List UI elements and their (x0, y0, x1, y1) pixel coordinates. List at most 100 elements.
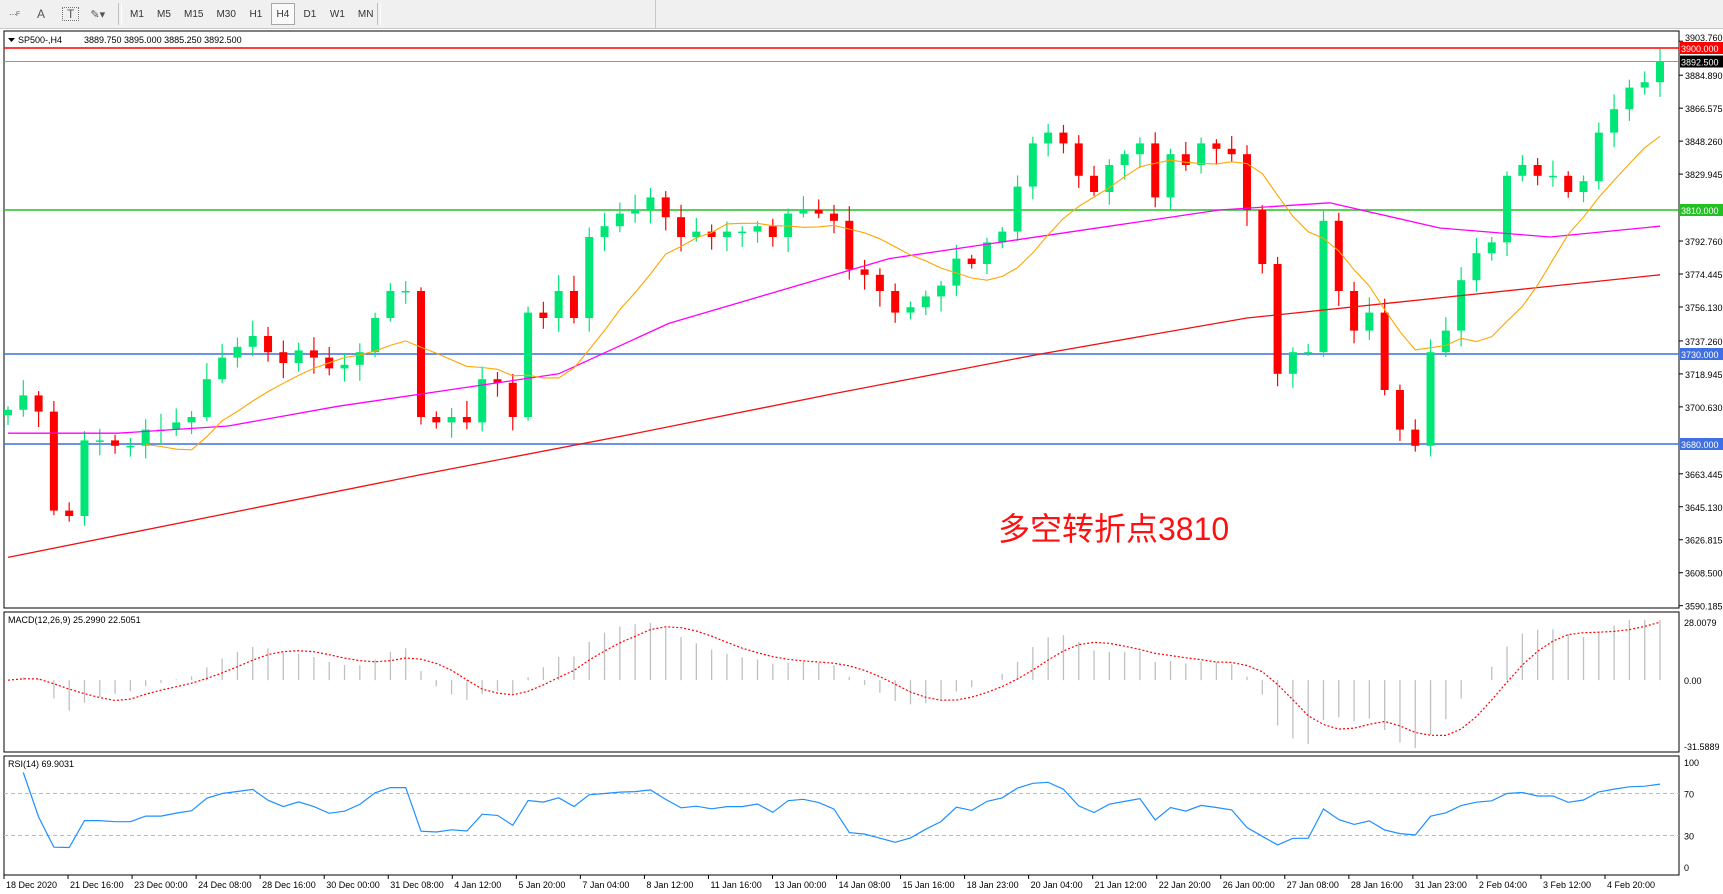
candle-body (585, 237, 594, 318)
candle (1151, 132, 1160, 208)
candle-body (493, 379, 502, 383)
text-label-icon[interactable]: T (62, 7, 80, 21)
toolbar: ⋯ F A T ✎ ▾ M1 M5 M15 M30 H1 H4 D1 W1 MN (0, 0, 1723, 29)
candle-body (830, 213, 838, 221)
candle (1074, 135, 1083, 188)
timeframe-h1[interactable]: H1 (249, 8, 263, 20)
candle (1487, 236, 1496, 261)
candle-body (1105, 165, 1114, 192)
time-axis-label: 22 Jan 20:00 (1159, 880, 1211, 890)
candle-body (1487, 242, 1496, 254)
ma-mid-line (8, 202, 1661, 434)
macd-axis-label: -31.5889 (1684, 742, 1720, 752)
price-axis-label: 3866.575 (1685, 104, 1723, 114)
arrows-icon[interactable]: ✎ ▾ (90, 8, 106, 21)
candle-body (875, 274, 884, 291)
candle (1579, 175, 1588, 203)
separator (377, 3, 381, 25)
time-axis-label: 15 Jan 16:00 (903, 880, 955, 890)
candle (508, 373, 517, 431)
candle (1457, 267, 1466, 347)
text-icon[interactable]: A (36, 7, 45, 21)
candle-body (1503, 175, 1512, 243)
macd-pane (3, 611, 1680, 753)
macd-axis-label: 0.00 (1684, 676, 1702, 686)
time-axis-label: 24 Dec 08:00 (198, 880, 252, 890)
candle (447, 408, 456, 438)
price-axis-label: 3792.760 (1685, 237, 1723, 247)
candle-body (784, 213, 793, 237)
candle (1135, 137, 1144, 168)
candle-body (891, 291, 900, 313)
timeframe-d1[interactable]: D1 (303, 8, 317, 20)
candle (34, 391, 43, 427)
candle (1533, 158, 1542, 186)
candle-body (1227, 148, 1236, 155)
candle-body (1625, 87, 1634, 110)
candle-body (1380, 312, 1389, 390)
time-axis-label: 4 Feb 20:00 (1607, 880, 1655, 890)
timeframe-m1[interactable]: M1 (130, 8, 144, 20)
candle (478, 366, 487, 432)
candle (1319, 211, 1328, 357)
candle (967, 254, 976, 269)
candle (1441, 317, 1450, 357)
candle-body (524, 312, 533, 417)
candle (554, 275, 563, 332)
candle-body (1533, 165, 1542, 176)
candle-body (1472, 253, 1481, 281)
fibo-fan-icon[interactable]: ⋯ F (8, 9, 20, 19)
candle-body (967, 258, 976, 264)
candle (1380, 298, 1389, 396)
price-tag-bg (1680, 438, 1723, 450)
candle (462, 400, 471, 430)
price-axis-label: 3590.185 (1685, 602, 1723, 612)
candle (1472, 237, 1481, 292)
candle-body (600, 226, 609, 237)
time-axis-label: 21 Jan 12:00 (1095, 880, 1147, 890)
price-axis-label: 3626.815 (1685, 536, 1723, 546)
toolbar-end (380, 0, 656, 28)
candle-body (19, 395, 28, 410)
candle-body (34, 395, 43, 412)
price-axis-label: 3700.630 (1685, 403, 1723, 413)
annotation-text: 多空转折点3810 (998, 511, 1229, 547)
candle (707, 224, 716, 250)
candle (952, 244, 961, 297)
candle (49, 400, 58, 516)
collapse-triangle-icon (8, 38, 15, 42)
timeframe-mn[interactable]: MN (357, 8, 374, 20)
candle (845, 206, 854, 280)
candle (1227, 135, 1236, 163)
candle-body (1334, 220, 1343, 291)
ma-fast-line (145, 135, 1661, 451)
candle (677, 204, 686, 252)
candle (600, 212, 609, 251)
candle-body (1013, 186, 1022, 232)
drawing-tools: ⋯ F A T ✎ ▾ (2, 2, 113, 26)
candle (355, 343, 364, 381)
candle (1350, 281, 1359, 344)
time-axis-label: 26 Jan 00:00 (1223, 880, 1275, 890)
candle-body (661, 197, 670, 218)
price-tag: 3680.000 (1681, 440, 1719, 450)
candle-body (172, 422, 181, 430)
candle-body (1457, 280, 1466, 331)
timeframe-w1[interactable]: W1 (329, 8, 345, 20)
timeframe-h4[interactable]: H4 (270, 3, 295, 25)
candle-body (692, 231, 701, 237)
candle-body (447, 417, 456, 423)
candle (784, 208, 793, 253)
candle (141, 419, 150, 459)
candle (738, 226, 747, 247)
timeframe-m5[interactable]: M5 (157, 8, 171, 20)
timeframe-m15[interactable]: M15 (184, 8, 204, 20)
candle-body (417, 291, 425, 417)
candle-body (355, 352, 364, 365)
candle-body (478, 379, 487, 423)
candle-body (631, 210, 640, 214)
candle-body (799, 210, 808, 214)
candle (401, 281, 410, 304)
timeframe-m30[interactable]: M30 (216, 8, 236, 20)
